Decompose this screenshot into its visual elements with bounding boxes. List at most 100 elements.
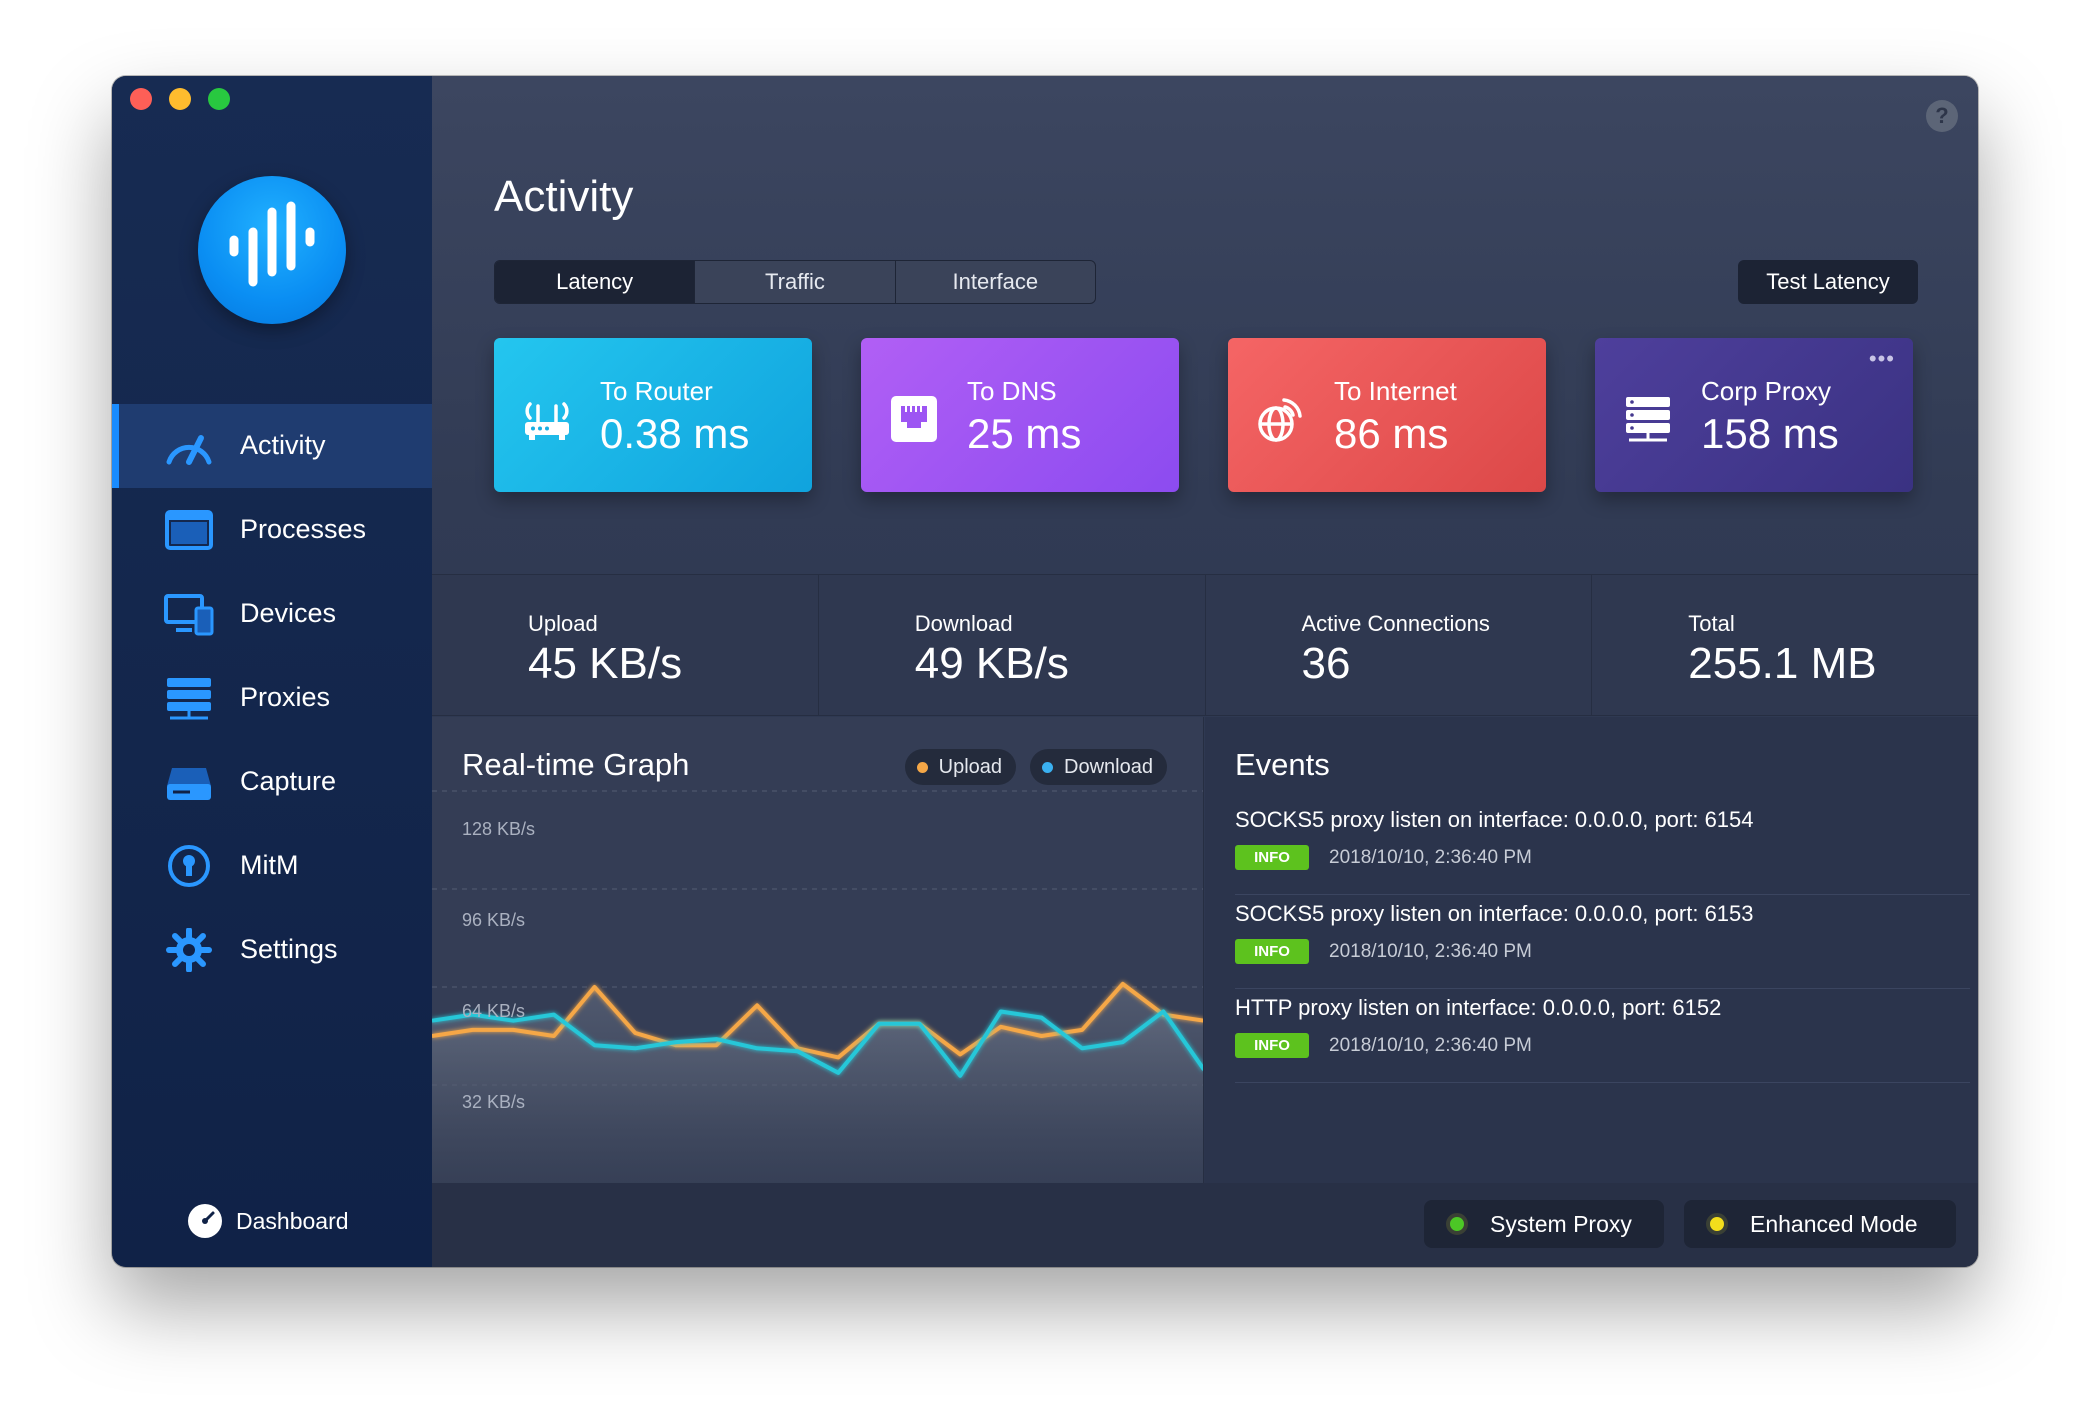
- event-timestamp: 2018/10/10, 2:36:40 PM: [1329, 1035, 1532, 1056]
- stat-total: Total 255.1 MB: [1592, 575, 1978, 715]
- latency-card-dns[interactable]: To DNS 25 ms: [861, 338, 1179, 492]
- sidebar-item-devices[interactable]: Devices: [112, 572, 432, 656]
- event-timestamp: 2018/10/10, 2:36:40 PM: [1329, 847, 1532, 868]
- sidebar-item-settings[interactable]: Settings: [112, 908, 432, 992]
- y-tick-label: 32 KB/s: [462, 1092, 526, 1112]
- stat-active-connections: Active Connections 36: [1206, 575, 1593, 715]
- y-tick-label: 128 KB/s: [462, 819, 536, 839]
- card-value: 158 ms: [1701, 410, 1839, 457]
- event-message: SOCKS5 proxy listen on interface: 0.0.0.…: [1235, 807, 1754, 832]
- sidebar-item-capture[interactable]: Capture: [112, 740, 432, 824]
- upload-series-line: [432, 981, 1203, 1060]
- stat-download: Download 49 KB/s: [819, 575, 1206, 715]
- sidebar-item-label: Devices: [240, 598, 337, 628]
- realtime-graph-panel: Real-time Graph Upload Download 128 KB/s…: [432, 717, 1204, 1183]
- download-dot-icon: [1042, 761, 1054, 773]
- toggle-label: System Proxy: [1490, 1210, 1632, 1237]
- stopwatch-icon: [188, 1204, 222, 1238]
- card-label: Corp Proxy: [1701, 376, 1832, 406]
- legend-upload[interactable]: Upload: [904, 749, 1017, 785]
- zoom-window-button[interactable]: [208, 88, 230, 110]
- keyhole-icon: [168, 845, 210, 887]
- tab-interface[interactable]: Interface: [952, 269, 1039, 294]
- sidebar-item-proxies[interactable]: Proxies: [112, 656, 432, 740]
- tab-traffic[interactable]: Traffic: [695, 261, 896, 303]
- sidebar-item-mitm[interactable]: MitM: [112, 824, 432, 908]
- stat-value: 45 KB/s: [528, 639, 683, 688]
- dashboard-label: Dashboard: [236, 1207, 349, 1234]
- stat-value: 255.1 MB: [1688, 639, 1877, 688]
- dashboard-button[interactable]: Dashboard: [186, 1202, 349, 1240]
- view-tabs: Latency Traffic Interface: [494, 260, 1096, 304]
- realtime-graph: [432, 790, 1203, 1183]
- card-value: 86 ms: [1334, 410, 1449, 457]
- card-label: To DNS: [967, 376, 1057, 406]
- test-latency-button[interactable]: Test Latency: [1738, 260, 1918, 304]
- sidebar-item-label: Capture: [240, 766, 337, 796]
- event-level-badge: INFO: [1235, 939, 1309, 964]
- stat-upload: Upload 45 KB/s: [432, 575, 819, 715]
- status-bar: System Proxy Enhanced Mode: [432, 1183, 1978, 1267]
- drive-icon: [167, 768, 211, 800]
- event-level-badge: INFO: [1235, 845, 1309, 870]
- stat-value: 36: [1301, 639, 1351, 688]
- server-icon: [1626, 397, 1670, 442]
- legend-label: Upload: [938, 755, 1003, 778]
- event-message: HTTP proxy listen on interface: 0.0.0.0,…: [1235, 995, 1722, 1020]
- download-series-line: [432, 1009, 1203, 1078]
- sidebar-item-processes[interactable]: Processes: [112, 488, 432, 572]
- legend-download[interactable]: Download: [1030, 749, 1167, 785]
- devices-icon: [164, 594, 214, 636]
- download-area: [432, 1011, 1203, 1183]
- window-controls: [130, 88, 230, 110]
- sidebar-item-label: Activity: [240, 430, 326, 460]
- card-value: 25 ms: [967, 410, 1082, 457]
- event-list: SOCKS5 proxy listen on interface: 0.0.0.…: [1235, 801, 1970, 1083]
- more-options-icon[interactable]: •••: [1868, 346, 1895, 371]
- globe-signal-icon: [1258, 398, 1302, 442]
- list-item[interactable]: HTTP proxy listen on interface: 0.0.0.0,…: [1235, 989, 1970, 1083]
- y-tick-label: 64 KB/s: [462, 1001, 526, 1021]
- list-item[interactable]: SOCKS5 proxy listen on interface: 0.0.0.…: [1235, 895, 1970, 989]
- latency-card-router[interactable]: To Router 0.38 ms: [494, 338, 812, 492]
- stat-label: Download: [914, 611, 1013, 636]
- sidebar-item-activity[interactable]: Activity: [112, 404, 432, 488]
- enhanced-mode-toggle[interactable]: Enhanced Mode: [1684, 1200, 1956, 1248]
- event-message: SOCKS5 proxy listen on interface: 0.0.0.…: [1235, 901, 1754, 926]
- app-logo-icon: [198, 176, 346, 324]
- window-icon: [165, 510, 213, 550]
- minimize-window-button[interactable]: [169, 88, 191, 110]
- graph-title: Real-time Graph: [462, 747, 690, 782]
- stat-label: Active Connections: [1301, 611, 1490, 636]
- main-content: ? Activity Latency Traffic Interface Tes…: [432, 76, 1978, 1267]
- tab-latency[interactable]: Latency: [495, 261, 696, 303]
- page-title: Activity: [494, 172, 634, 221]
- sidebar: Activity Processes Devices: [112, 76, 432, 1267]
- events-panel: Events SOCKS5 proxy listen on interface:…: [1205, 717, 1978, 1183]
- list-item[interactable]: SOCKS5 proxy listen on interface: 0.0.0.…: [1235, 801, 1970, 895]
- events-title: Events: [1235, 747, 1330, 782]
- card-value: 0.38 ms: [600, 410, 750, 457]
- stat-label: Total: [1688, 611, 1735, 636]
- app-window: Activity Processes Devices: [112, 76, 1978, 1267]
- close-window-button[interactable]: [130, 88, 152, 110]
- latency-card-internet[interactable]: To Internet 86 ms: [1228, 338, 1546, 492]
- sidebar-item-label: MitM: [240, 850, 299, 880]
- card-label: To Internet: [1334, 376, 1457, 406]
- sidebar-item-label: Settings: [240, 934, 338, 964]
- card-label: To Router: [600, 376, 713, 406]
- status-indicator-icon: [1706, 1213, 1728, 1235]
- ethernet-port-icon: [891, 396, 937, 442]
- sidebar-item-label: Processes: [240, 514, 367, 544]
- system-proxy-toggle[interactable]: System Proxy: [1424, 1200, 1664, 1248]
- server-stack-icon: [167, 678, 211, 720]
- status-indicator-icon: [1446, 1213, 1468, 1235]
- router-icon: [525, 402, 569, 440]
- event-level-badge: INFO: [1235, 1033, 1309, 1058]
- traffic-stats: Upload 45 KB/s Download 49 KB/s Active C…: [432, 574, 1978, 716]
- stat-label: Upload: [528, 611, 598, 636]
- graph-legend: Upload Download: [904, 749, 1167, 785]
- event-timestamp: 2018/10/10, 2:36:40 PM: [1329, 941, 1532, 962]
- help-icon[interactable]: ?: [1926, 100, 1958, 132]
- latency-card-corp-proxy[interactable]: ••• Corp Proxy 158 ms: [1595, 338, 1913, 492]
